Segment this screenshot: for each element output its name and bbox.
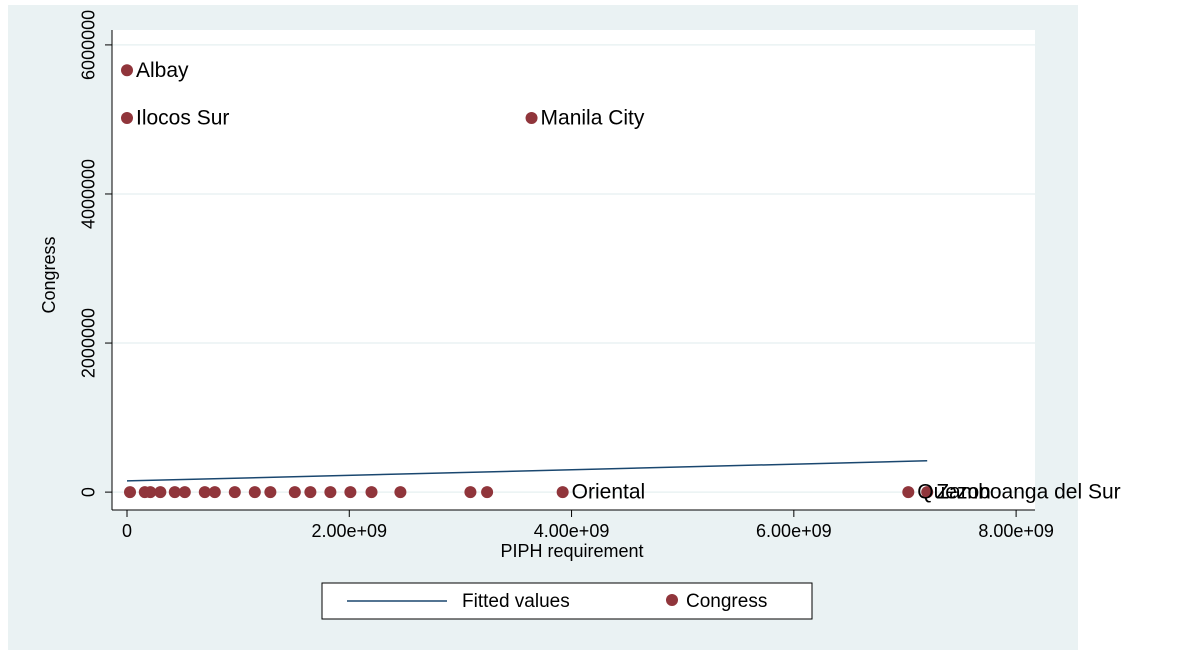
point	[481, 486, 494, 499]
point-label: Manila City	[541, 106, 645, 129]
point	[365, 486, 378, 499]
point	[394, 486, 407, 499]
legend-label: Fitted values	[462, 591, 570, 612]
point-label: Quezon	[917, 481, 991, 504]
point	[154, 486, 167, 499]
point	[168, 486, 181, 499]
y-axis-title: Congress	[39, 236, 59, 313]
point	[144, 486, 157, 499]
x-tick-label: 8.00e+09	[978, 521, 1054, 541]
y-tick-label: 4000000	[79, 159, 99, 229]
x-tick-label: 0	[122, 521, 132, 541]
y-tick-label: 0	[79, 487, 99, 497]
point-label: Ilocos Sur	[136, 106, 229, 129]
point	[248, 486, 261, 499]
point	[344, 486, 357, 499]
point	[464, 486, 477, 499]
legend-label: Congress	[686, 591, 767, 612]
x-tick-label: 4.00e+09	[534, 521, 610, 541]
point	[304, 486, 317, 499]
point	[124, 486, 137, 499]
point	[198, 486, 211, 499]
point-label: Zamboanga del Sur	[936, 481, 1120, 504]
point	[178, 486, 191, 499]
point	[208, 486, 221, 499]
point	[228, 486, 241, 499]
point	[121, 64, 134, 77]
point-label: Albay	[136, 59, 189, 82]
fitted-line	[126, 460, 928, 482]
legend-swatch	[666, 594, 678, 606]
point	[264, 486, 277, 499]
point	[121, 111, 134, 124]
y-tick-label: 2000000	[79, 308, 99, 378]
y-tick-label: 6000000	[79, 10, 99, 80]
point-label: Oriental	[572, 481, 646, 504]
x-tick-label: 6.00e+09	[756, 521, 832, 541]
point	[556, 486, 569, 499]
point	[921, 486, 934, 499]
plot-area	[112, 30, 1035, 510]
x-axis-title: PIPH requirement	[500, 541, 643, 561]
point	[324, 486, 337, 499]
point	[902, 486, 915, 499]
point	[288, 486, 301, 499]
point	[525, 111, 538, 124]
x-tick-label: 2.00e+09	[311, 521, 387, 541]
